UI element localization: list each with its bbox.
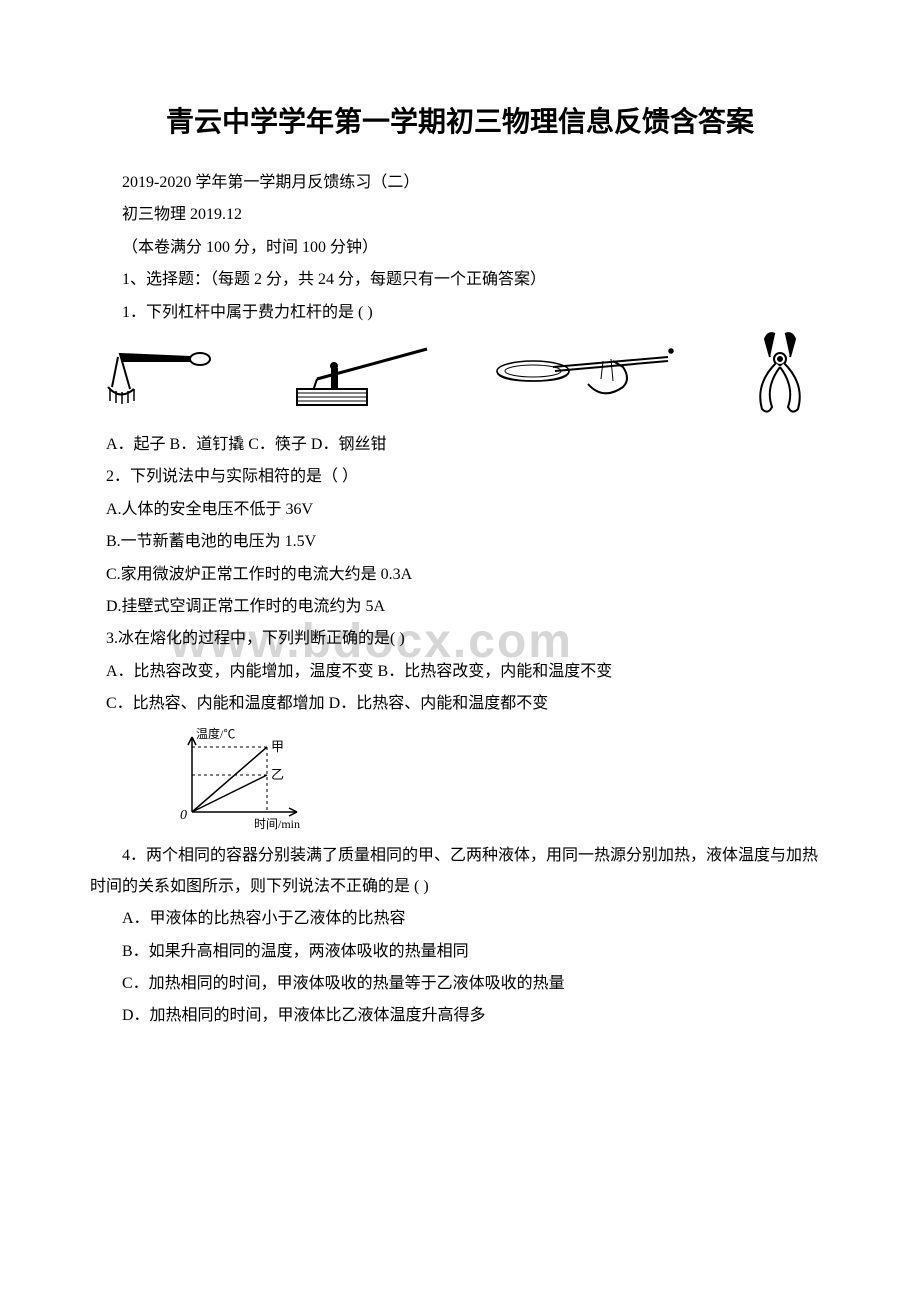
chart-origin: 0 [180, 808, 187, 823]
question-1: 1．下列杠杆中属于费力杠杆的是 ( ) [90, 298, 830, 328]
question-3-cd: C．比热容、内能和温度都增加 D．比热容、内能和温度都不变 [90, 689, 830, 719]
question-4-c: C．加热相同的时间，甲液体吸收的热量等于乙液体吸收的热量 [90, 969, 830, 999]
question-3: 3.冰在熔化的过程中，下列判断正确的是( ) [90, 624, 830, 654]
lever-image-d [740, 342, 820, 406]
question-4-d: D．加热相同的时间，甲液体比乙液体温度升高得多 [90, 1001, 830, 1031]
document-title: 青云中学学年第一学期初三物理信息反馈含答案 [90, 100, 830, 140]
chart-ylabel: 温度/℃ [196, 727, 235, 741]
question-2-a: A.人体的安全电压不低于 36V [90, 495, 830, 525]
lever-image-c [493, 342, 683, 406]
lever-images-row [90, 342, 830, 406]
lever-image-a [100, 342, 230, 406]
chart-series-2: 乙 [271, 767, 284, 782]
header-line-1: 2019-2020 学年第一学期月反馈练习（二） [90, 168, 830, 198]
chart-series-1: 甲 [271, 739, 284, 754]
chart-xlabel: 时间/min [254, 817, 300, 831]
document-content: 青云中学学年第一学期初三物理信息反馈含答案 2019-2020 学年第一学期月反… [90, 100, 830, 1032]
question-4-a: A．甲液体的比热容小于乙液体的比热容 [90, 904, 830, 934]
temperature-chart: 温度/℃ 时间/min 甲 乙 0 [172, 727, 312, 833]
question-3-ab: A．比热容改变，内能增加，温度不变 B．比热容改变，内能和温度不变 [90, 657, 830, 687]
question-2-d: D.挂壁式空调正常工作时的电流约为 5A [90, 592, 830, 622]
header-line-3: （本卷满分 100 分，时间 100 分钟） [90, 233, 830, 263]
question-2-c: C.家用微波炉正常工作时的电流大约是 0.3A [90, 560, 830, 590]
question-4: 4．两个相同的容器分别装满了质量相同的甲、乙两种液体，用同一热源分别加热，液体温… [90, 841, 830, 902]
header-line-2: 初三物理 2019.12 [90, 200, 830, 230]
section-heading: 1、选择题：（每题 2 分，共 24 分，每题只有一个正确答案） [90, 265, 830, 295]
question-4-text: 4．两个相同的容器分别装满了质量相同的甲、乙两种液体，用同一热源分别加热，液体温… [90, 847, 818, 894]
question-1-options: A．起子 B．道钉撬 C．筷子 D．钢丝钳 [90, 430, 830, 460]
lever-image-b [287, 342, 437, 406]
question-4-b: B．如果升高相同的温度，两液体吸收的热量相同 [90, 937, 830, 967]
question-2: 2．下列说法中与实际相符的是（ ） [90, 462, 830, 492]
question-2-b: B.一节新蓄电池的电压为 1.5V [90, 527, 830, 557]
